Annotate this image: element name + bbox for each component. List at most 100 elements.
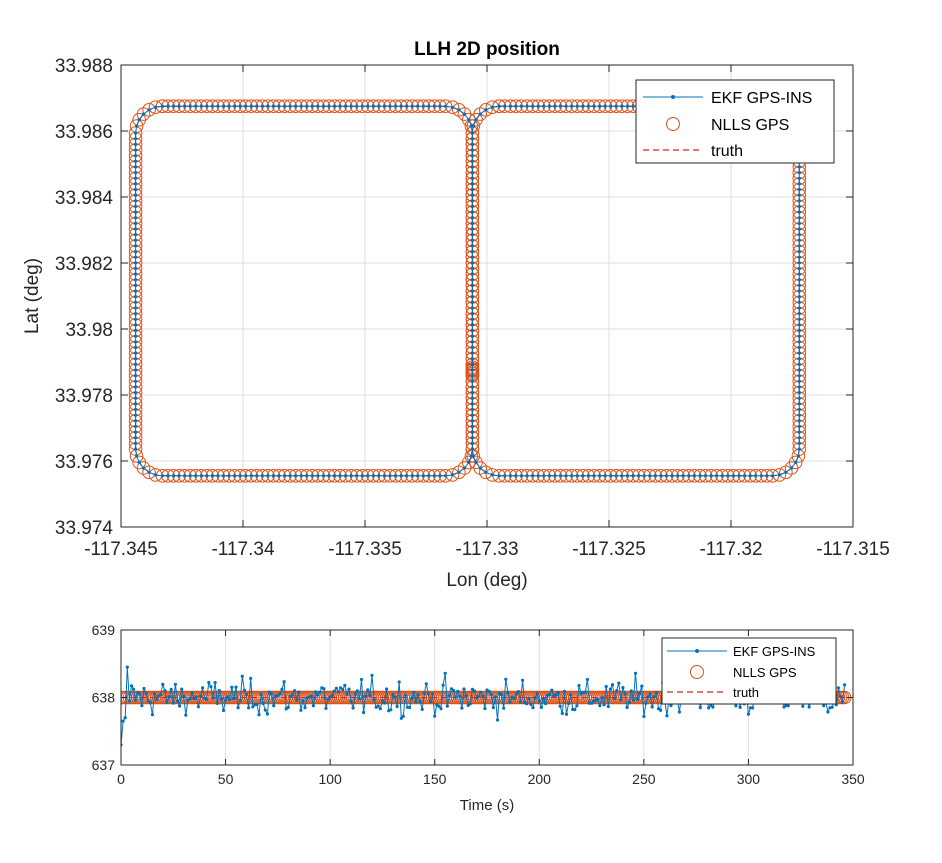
ekf-gps-ins-point bbox=[497, 474, 501, 478]
ekf-gps-ins-point bbox=[797, 295, 801, 299]
ekf-gps-ins-point bbox=[377, 104, 381, 108]
ekf-gps-ins-point bbox=[789, 466, 794, 470]
ekf-gps-ins-altitude-point bbox=[615, 689, 619, 693]
ekf-gps-ins-point bbox=[490, 473, 494, 477]
ekf-gps-ins-altitude-point bbox=[433, 714, 437, 718]
ekf-gps-ins-altitude-point bbox=[493, 695, 497, 699]
ekf-gps-ins-altitude-point bbox=[562, 689, 567, 694]
ekf-gps-ins-altitude-point bbox=[121, 719, 125, 723]
ekf-gps-ins-point bbox=[233, 104, 237, 108]
ekf-gps-ins-point bbox=[172, 474, 176, 478]
ekf-gps-ins-altitude-point bbox=[309, 694, 313, 698]
ekf-gps-ins-altitude-point bbox=[134, 698, 138, 702]
ekf-gps-ins-altitude-point bbox=[414, 700, 418, 704]
ekf-gps-ins-altitude-point bbox=[171, 701, 175, 705]
ekf-gps-ins-point bbox=[147, 470, 151, 474]
ekf-gps-ins-altitude-point bbox=[190, 691, 194, 695]
ekf-gps-ins-point bbox=[620, 104, 624, 108]
ekf-gps-ins-altitude-point bbox=[322, 687, 326, 691]
ekf-gps-ins-point bbox=[249, 104, 253, 108]
ekf-gps-ins-point bbox=[797, 334, 801, 338]
ekf-gps-ins-point bbox=[558, 104, 563, 108]
ekf-gps-ins-altitude-point bbox=[669, 703, 673, 708]
ekf-gps-ins-point bbox=[405, 474, 409, 478]
ekf-gps-ins-point bbox=[438, 474, 442, 478]
ekf-gps-ins-point bbox=[648, 474, 652, 478]
ekf-gps-ins-altitude-point bbox=[629, 689, 633, 693]
ekf-gps-ins-point bbox=[797, 176, 801, 180]
ekf-gps-ins-altitude-point bbox=[590, 701, 594, 705]
ekf-gps-ins-point bbox=[470, 334, 474, 338]
ekf-gps-ins-altitude-point bbox=[293, 689, 297, 693]
ekf-gps-ins-point bbox=[405, 104, 409, 108]
ekf-gps-ins-altitude-point bbox=[301, 699, 305, 703]
ekf-gps-ins-point bbox=[726, 474, 730, 478]
ekf-gps-ins-point bbox=[470, 413, 474, 417]
position-chart-title: LLH 2D position bbox=[414, 39, 560, 60]
ekf-gps-ins-point bbox=[797, 441, 801, 445]
ekf-gps-ins-point bbox=[327, 474, 331, 478]
ekf-gps-ins-point bbox=[797, 250, 801, 254]
ekf-gps-ins-point bbox=[255, 104, 259, 108]
ekf-gps-ins-altitude-point bbox=[364, 694, 368, 698]
ekf-gps-ins-point bbox=[421, 474, 425, 478]
ekf-gps-ins-point bbox=[625, 104, 630, 108]
ekf-gps-ins-point bbox=[371, 474, 375, 478]
altitude-x-tick-label: 50 bbox=[218, 771, 234, 787]
ekf-gps-ins-altitude-point bbox=[420, 707, 424, 712]
ekf-gps-ins-point bbox=[338, 104, 342, 108]
ekf-gps-ins-point bbox=[470, 379, 474, 383]
altitude-legend-ekf-marker bbox=[695, 649, 699, 653]
ekf-gps-ins-altitude-point bbox=[205, 697, 209, 701]
ekf-gps-ins-altitude-point bbox=[251, 705, 255, 709]
ekf-gps-ins-altitude-point bbox=[443, 671, 447, 675]
ekf-gps-ins-point bbox=[704, 474, 708, 478]
ekf-gps-ins-point bbox=[797, 261, 801, 265]
ekf-gps-ins-altitude-point bbox=[359, 677, 364, 682]
ekf-gps-ins-point bbox=[797, 379, 801, 383]
ekf-gps-ins-point bbox=[659, 474, 663, 478]
ekf-gps-ins-altitude-point bbox=[418, 699, 422, 704]
ekf-gps-ins-altitude-point bbox=[518, 700, 523, 704]
ekf-gps-ins-point bbox=[134, 216, 138, 220]
ekf-gps-ins-point bbox=[141, 466, 146, 470]
ekf-gps-ins-altitude-point bbox=[416, 693, 420, 697]
ekf-gps-ins-point bbox=[797, 368, 801, 372]
ekf-gps-ins-altitude-point bbox=[460, 706, 464, 710]
ekf-gps-ins-point bbox=[553, 104, 557, 108]
nlls-gps-point bbox=[479, 103, 493, 117]
ekf-gps-ins-point bbox=[141, 112, 146, 116]
ekf-gps-ins-altitude-point bbox=[529, 702, 533, 707]
ekf-gps-ins-altitude-point bbox=[366, 688, 370, 692]
ekf-gps-ins-point bbox=[470, 312, 474, 316]
ekf-gps-ins-point bbox=[797, 447, 801, 451]
ekf-gps-ins-point bbox=[166, 474, 170, 478]
ekf-gps-ins-altitude-point bbox=[353, 692, 357, 696]
ekf-gps-ins-altitude-point bbox=[370, 673, 374, 678]
ekf-gps-ins-point bbox=[205, 474, 209, 478]
ekf-gps-ins-altitude-point bbox=[606, 704, 610, 709]
ekf-gps-ins-altitude-point bbox=[382, 701, 387, 705]
ekf-gps-ins-point bbox=[470, 176, 474, 180]
ekf-gps-ins-point bbox=[147, 108, 151, 112]
nlls-gps-point bbox=[452, 465, 466, 480]
ekf-gps-ins-point bbox=[457, 470, 461, 474]
ekf-gps-ins-point bbox=[216, 104, 220, 108]
ekf-gps-ins-altitude-point bbox=[560, 711, 564, 716]
ekf-gps-ins-point bbox=[797, 187, 801, 192]
ekf-gps-ins-point bbox=[338, 474, 342, 478]
ekf-gps-ins-point bbox=[166, 104, 170, 108]
ekf-gps-ins-point bbox=[470, 385, 474, 389]
ekf-gps-ins-point bbox=[210, 104, 214, 108]
ekf-gps-ins-altitude-point bbox=[583, 690, 587, 694]
altitude-x-tick-label: 100 bbox=[318, 771, 342, 787]
ekf-gps-ins-point bbox=[598, 474, 602, 478]
ekf-gps-ins-altitude-point bbox=[500, 693, 504, 697]
ekf-gps-ins-point bbox=[797, 227, 801, 231]
ekf-gps-ins-altitude-point bbox=[334, 686, 338, 690]
ekf-gps-ins-point bbox=[238, 474, 242, 478]
ekf-gps-ins-altitude-point bbox=[397, 680, 401, 684]
ekf-gps-ins-point bbox=[797, 289, 801, 293]
ekf-gps-ins-point bbox=[796, 454, 801, 458]
ekf-gps-ins-point bbox=[470, 441, 474, 445]
